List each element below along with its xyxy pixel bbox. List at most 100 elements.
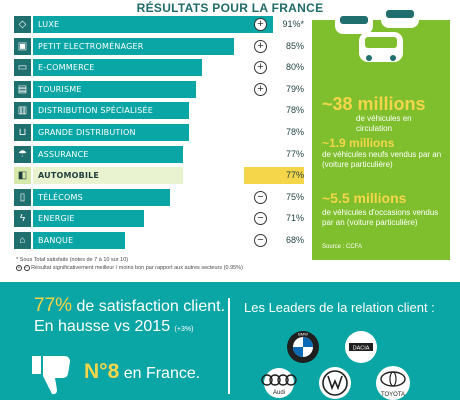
rank-value: N°8 [84,360,120,383]
plus-circle-icon: + [254,61,267,75]
dacia-wordmark: DACIA [353,346,370,352]
sector-label: GRANDE DISTRIBUTION [38,128,136,137]
minus-icon: − [23,264,30,271]
sector-label: TÉLÉCOMS [38,192,83,202]
cart-icon: ⊔ [14,124,31,141]
bmw-logo: BMW [287,331,319,363]
sector-label: BANQUE [38,236,74,245]
leaders-title: Les Leaders de la relation client : [244,300,435,315]
footnotes: * Sous Total satisfaits (notes de 7 à 10… [16,256,243,272]
stat-1-value: ~38 millions [322,94,426,114]
sector-label: ENERGIE [38,214,75,224]
stat-3-text: de véhicules d'occasions vendus par an (… [322,208,439,227]
footnote-1: * Sous Total satisfaits (notes de 7 à 10… [16,257,129,263]
toyota-wordmark: TOYOTA [381,392,405,398]
sector-label: TOURISME [38,84,82,94]
sector-bar [33,210,144,228]
sector-bar [33,102,189,120]
stat-3-value: ~5.5 millions [322,190,407,206]
dacia-logo: DACIA [345,331,377,363]
sector-pct: 79% [285,83,304,94]
sector-row: ☂ ASSURANCE 77% [14,145,304,163]
sector-bar [33,80,196,98]
footnote-2: + − Résultat significativement meilleur … [16,264,243,272]
sector-pct: 85% [285,40,304,51]
sector-pct: 77% [285,170,304,181]
sector-pct: 78% [285,127,304,137]
minus-circle-icon: − [254,190,267,204]
stat-vehicles-circulation: ~38 millions de véhicules en circulation [322,94,446,134]
minus-circle-icon: − [254,234,267,247]
page-title: RÉSULTATS POUR LA FRANCE [136,1,324,15]
diamond-icon: ◇ [14,16,31,33]
divider [228,298,230,394]
rank-block: N°8 en France. [84,360,201,384]
plus-circle-icon: + [254,18,267,31]
audi-logo: Audi [261,368,297,398]
sector-label: LUXE [38,20,60,29]
sector-label: AUTOMOBILE [38,171,100,181]
minus-circle-icon: − [254,212,267,226]
sector-bar [33,37,234,55]
sector-row: ⌂ BANQUE − 68% [14,232,304,249]
audi-wordmark: Audi [273,390,285,396]
sector-row: ▥ DISTRIBUTION SPÉCIALISÉE 78% [14,102,304,120]
appliance-icon: ▣ [14,37,31,55]
sector-pct: 91%* [282,19,304,29]
suitcase-icon: ▤ [14,80,31,98]
sector-label: DISTRIBUTION SPÉCIALISÉE [38,106,153,116]
stat-2-text: de véhicules neufs vendus par an (voitur… [322,150,442,169]
umbrella-icon: ☂ [14,145,31,163]
plus-icon: + [16,264,22,271]
sector-bar [33,16,273,33]
bolt-icon: ϟ [14,210,31,228]
car-icon: ◧ [14,167,31,185]
thumbs-down-icon [32,356,70,395]
sector-label: ASSURANCE [38,149,89,159]
sector-row: ϟ ENERGIE − 71% [14,210,304,228]
satisfaction-delta: (+3%) [174,326,194,333]
footnote-2-text: Résultat significativement meilleur / mo… [31,265,243,271]
sector-pct: 68% [285,235,304,245]
phone-icon: ▯ [14,188,31,206]
rank-suffix: en France. [123,365,201,382]
stat-used-vehicles: ~5.5 millions de véhicules d'occasions v… [322,188,446,228]
sector-bar [33,124,189,141]
source-label: Source : CCFA [322,244,363,250]
sector-pct: 80% [285,62,304,73]
sector-label: PETIT ELECTROMÉNAGER [38,41,144,51]
toyota-logo: TOYOTA [376,366,410,400]
sector-label: E-COMMERCE [38,63,95,73]
stat-new-vehicles: ~1.9 millions de véhicules neufs vendus … [322,136,446,170]
sector-bar [33,145,183,163]
shop-icon: ▥ [14,102,31,120]
sector-row: ◧ AUTOMOBILE 77% [14,167,304,185]
plus-circle-icon: + [254,82,267,96]
satisfaction-pct: 77% [34,295,73,316]
sector-pct: 71% [285,213,304,224]
satisfaction-line-2: En hausse vs 2015 [34,318,171,335]
highlight-pct-bg [244,167,304,185]
cars-icon [335,6,419,62]
sector-pct: 75% [285,191,304,202]
sector-bar [33,188,170,206]
stat-2-value: ~1.9 millions [322,136,395,150]
sector-row: ▯ TÉLÉCOMS − 75% [14,188,304,206]
satisfaction-line-1: de satisfaction client. [76,298,226,315]
sector-row: ◇ LUXE +91%* [14,16,304,33]
laptop-icon: ▭ [14,59,31,77]
volkswagen-logo [319,367,351,399]
sector-row: ⊔ GRANDE DISTRIBUTION 78% [14,124,304,141]
sector-bar [33,59,202,77]
sector-pct: 78% [285,105,304,116]
plus-circle-icon: + [254,39,267,53]
bank-icon: ⌂ [14,232,31,249]
stat-1-text: de véhicules en circulation [356,114,412,133]
sector-bar [33,167,183,185]
satisfaction-block: 77% de satisfaction client. En hausse vs… [34,296,225,340]
sector-row: ▤ TOURISME +79% [14,80,304,98]
sector-row: ▭ E-COMMERCE +80% [14,59,304,77]
sector-bar [33,232,125,249]
sector-pct: 77% [285,148,304,159]
bmw-wordmark: BMW [298,332,308,337]
